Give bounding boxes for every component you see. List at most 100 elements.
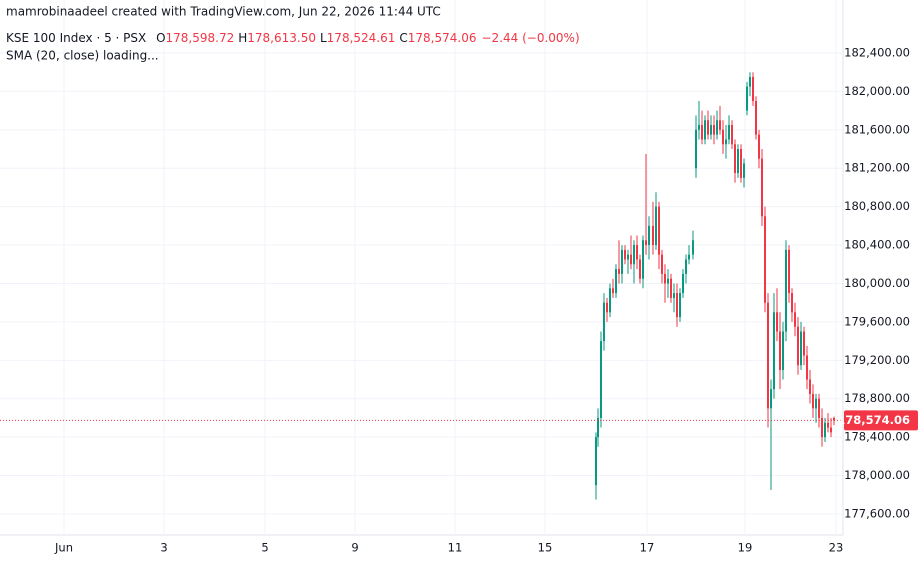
legend: KSE 100 Index · 5 · PSX O178,598.72 H178,… [6, 31, 580, 45]
ohlc-key: O [156, 31, 165, 45]
last-price-box [844, 410, 918, 431]
candle-body [731, 125, 733, 145]
candle-body [698, 125, 700, 130]
y-tick-label: 182,400.00 [844, 46, 910, 60]
candle-body [655, 206, 657, 246]
candle-body [645, 240, 647, 246]
candle-body [824, 422, 826, 438]
candle-body [692, 240, 694, 255]
candle-body [630, 254, 632, 265]
candle-body [633, 245, 635, 265]
y-tick-label: 182,000.00 [844, 84, 910, 98]
candle-body [597, 417, 599, 438]
candle-body [603, 302, 605, 342]
y-tick-label: 178,000.00 [844, 468, 910, 482]
x-tick-label: Jun [54, 541, 73, 555]
candle-body [664, 273, 666, 284]
candle-body [713, 125, 715, 135]
candle-body [740, 149, 742, 178]
last-price-label: 178,574.06 [837, 413, 910, 427]
y-tick-label: 178,800.00 [844, 391, 910, 405]
candle-body [812, 393, 814, 409]
ohlc-value: 178,598.72 [166, 31, 235, 45]
y-tick-label: 179,200.00 [844, 353, 910, 367]
candle-body [716, 120, 718, 135]
candle-body [791, 293, 793, 313]
candle-body [827, 422, 829, 428]
candle-body [761, 158, 763, 217]
candle-body [624, 249, 626, 260]
candle-body [679, 293, 681, 318]
candle-body [673, 293, 675, 298]
candle-body [779, 331, 781, 370]
y-tick-label: 179,600.00 [844, 314, 910, 328]
candle-body [701, 125, 703, 140]
candle-body [734, 144, 736, 174]
candle-body [800, 331, 802, 366]
candle-body [618, 269, 620, 274]
x-tick-label: 11 [448, 541, 463, 555]
y-tick-label: 180,000.00 [844, 276, 910, 290]
axes: 177,600.00 178,000.00 178,400.00 178,800.00… [54, 46, 918, 555]
candles [0, 72, 843, 500]
candle-body [688, 254, 690, 260]
candle-body [658, 206, 660, 255]
x-tick-label: 5 [261, 541, 268, 555]
candle-body [609, 288, 611, 313]
y-tick-label: 180,400.00 [844, 238, 910, 252]
candle-body [685, 259, 687, 274]
x-tick-label: 23 [829, 541, 844, 555]
candle-body [606, 302, 608, 313]
ohlc-value: 178,574.06 [408, 31, 477, 45]
grid [0, 0, 843, 535]
candle-body [803, 331, 805, 356]
candle-body [764, 216, 766, 303]
x-tick-label: 15 [538, 541, 553, 555]
ohlc-value: 178,524.61 [327, 31, 396, 45]
candle-body [661, 254, 663, 274]
candle-body [830, 427, 832, 433]
candle-body [818, 398, 820, 418]
candle-body [770, 389, 772, 409]
y-tick-label: 177,600.00 [844, 506, 910, 520]
x-tick-label: 9 [351, 541, 358, 555]
candle-body [746, 86, 748, 111]
candle-body [648, 225, 650, 246]
candle-body [782, 331, 784, 370]
candle-body [652, 225, 654, 246]
candle-body [773, 312, 775, 390]
candle-body [595, 437, 597, 486]
candle-body [621, 249, 623, 274]
candle-body [615, 269, 617, 294]
indicator: SMA (20, close) loading... [6, 49, 159, 63]
candle-body [722, 129, 724, 145]
candle-body [758, 134, 760, 159]
candle-body [600, 341, 602, 418]
x-tick-label: 17 [640, 541, 655, 555]
candle-body [682, 273, 684, 294]
candle-body [785, 249, 787, 332]
ohlc-key: L [320, 31, 327, 45]
candle-body [806, 355, 808, 380]
candle-body [752, 77, 754, 102]
candle-body [776, 312, 778, 332]
candle-body [639, 259, 641, 279]
candle-body [676, 293, 678, 318]
candle-body [833, 418, 835, 421]
ohlc-value: 178,613.50 [247, 31, 316, 45]
candle-body [809, 379, 811, 394]
candle-body [707, 120, 709, 135]
candle-body [788, 249, 790, 294]
symbol: KSE 100 Index · 5 · PSX [6, 31, 146, 45]
candle-body [670, 278, 672, 298]
candle-body [767, 302, 769, 409]
ohlc-key: H [238, 31, 247, 45]
candle-body [749, 77, 751, 87]
candle-body [755, 101, 757, 135]
candle-body [667, 278, 669, 284]
attribution: mamrobinaadeel created with TradingView.… [6, 5, 441, 19]
candle-body [743, 163, 745, 178]
change: −2.44 (−0.00%) [482, 31, 580, 45]
